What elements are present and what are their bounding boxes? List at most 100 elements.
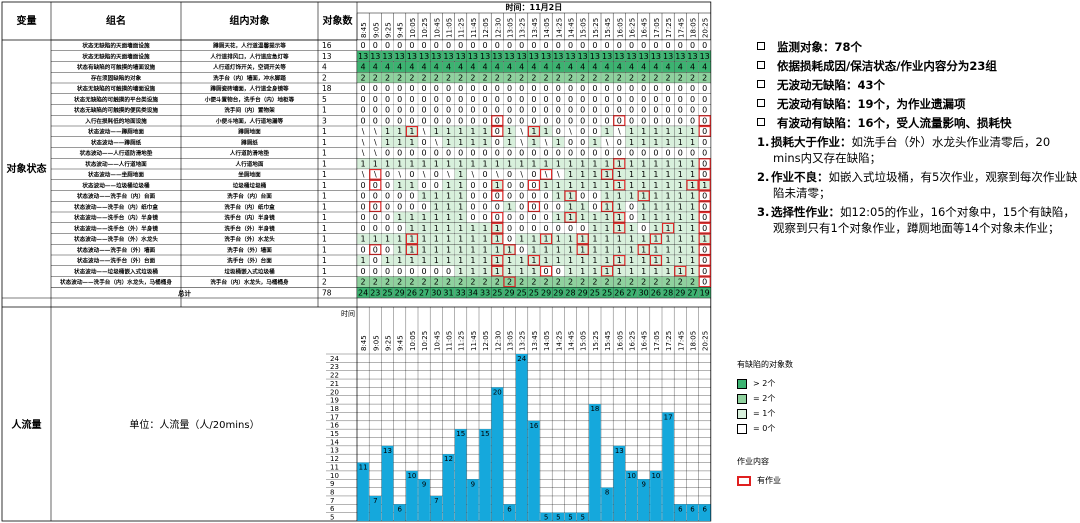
- cell-value: 0: [507, 106, 512, 115]
- cell-value: 1: [653, 127, 658, 136]
- cell-value: 1: [641, 181, 646, 190]
- time-label: 12:30: [494, 18, 502, 38]
- work-marker: [613, 222, 626, 234]
- cell-value: 4: [544, 63, 549, 72]
- data-cell: [406, 136, 418, 148]
- data-cell: [479, 201, 491, 212]
- data-cell: [515, 276, 528, 288]
- cell-value: 0: [422, 149, 427, 158]
- cell-value: 0: [495, 116, 500, 125]
- data-cell: [686, 93, 699, 105]
- data-cell: [442, 83, 455, 94]
- flow-bar-label: 10: [407, 472, 416, 480]
- data-cell: [686, 115, 699, 126]
- data-cell: [430, 233, 443, 245]
- work-marker: [564, 190, 577, 202]
- data-cell: [369, 93, 382, 105]
- cell-value: 2: [580, 73, 585, 82]
- data-cell: [601, 136, 613, 148]
- data-cell: [650, 169, 662, 180]
- flow-bar: [491, 387, 504, 521]
- cell-value: 4: [702, 63, 707, 72]
- cell-value: 1: [470, 127, 475, 136]
- cell-value: 1: [629, 235, 634, 244]
- work-swatch: [737, 475, 751, 486]
- cell-value: 1: [678, 213, 683, 222]
- cell-value: 2: [458, 73, 463, 82]
- cell-value: 1: [422, 159, 427, 168]
- cell-value: 1: [409, 181, 414, 190]
- cell-value: 1: [434, 213, 439, 222]
- cell-value: 0: [409, 149, 414, 158]
- cell-value: 0: [458, 116, 463, 125]
- cell-value: 0: [605, 149, 610, 158]
- cell-value: 1: [544, 159, 549, 168]
- cell-value: 13: [480, 52, 490, 61]
- time-label: 15:45: [604, 18, 612, 38]
- data-cell: [552, 158, 565, 169]
- data-cell: [576, 222, 589, 234]
- data-cell: [650, 104, 662, 116]
- data-cell: [686, 40, 699, 51]
- data-cell: [454, 40, 467, 51]
- cell-value: 0: [483, 84, 488, 93]
- data-cell: [637, 169, 650, 180]
- cell-value: 1: [458, 213, 463, 222]
- cell-value: 1: [678, 224, 683, 233]
- flow-bar: [454, 429, 467, 521]
- flow-bar-label: 10: [627, 472, 636, 480]
- cell-value: 1: [409, 127, 414, 136]
- data-cell: [552, 93, 565, 105]
- data-cell: [357, 233, 369, 245]
- cell-value: 1: [580, 181, 585, 190]
- data-cell: [698, 190, 711, 202]
- cell-value: 4: [605, 63, 610, 72]
- work-marker: [405, 233, 418, 245]
- work-marker: [369, 244, 382, 255]
- cell-value: 1: [666, 192, 671, 201]
- cell-value: 1: [690, 267, 695, 276]
- cell-value: 0: [373, 202, 378, 211]
- data-cell: [381, 169, 394, 180]
- data-cell: [601, 147, 613, 159]
- data-cell: [454, 158, 467, 169]
- flow-time-tick: 17:45: [677, 331, 685, 351]
- row-group: 状态无缺陷的可触摸的墙面设施: [77, 85, 156, 93]
- data-cell: [381, 222, 394, 234]
- total-value: 25: [517, 288, 527, 297]
- row-count: 1: [322, 106, 327, 115]
- data-cell: [467, 169, 479, 180]
- cell-value: 0: [483, 181, 488, 190]
- data-cell: [552, 233, 565, 245]
- data-cell: [686, 212, 699, 223]
- cell-value: 0: [629, 41, 634, 50]
- data-cell: [442, 158, 455, 169]
- flow-bar: [613, 445, 626, 521]
- data-cell: [381, 136, 394, 148]
- cell-value: 0: [531, 224, 536, 233]
- data-cell: [418, 222, 430, 234]
- data-cell: [515, 136, 528, 148]
- flow-y-tick: 6: [330, 505, 335, 513]
- data-cell: [662, 158, 674, 169]
- work-marker: [698, 255, 711, 266]
- flow-bar: [503, 504, 516, 521]
- data-cell: [357, 265, 369, 277]
- data-cell: [406, 158, 418, 169]
- data-cell: [442, 190, 455, 202]
- cell-value: 1: [434, 224, 439, 233]
- data-cell: [613, 158, 626, 169]
- cell-value: 0: [470, 213, 475, 222]
- total-cell: [601, 287, 613, 298]
- data-cell: [381, 40, 394, 51]
- data-cell: [442, 104, 455, 116]
- total-cell: [613, 287, 626, 298]
- cell-value: \: [472, 170, 475, 179]
- data-cell: [393, 244, 406, 255]
- flow-time-tick: 9:05: [372, 335, 380, 351]
- data-cell: [625, 72, 638, 83]
- data-cell: [576, 244, 589, 255]
- cell-value: 1: [592, 235, 597, 244]
- data-cell: [698, 61, 711, 73]
